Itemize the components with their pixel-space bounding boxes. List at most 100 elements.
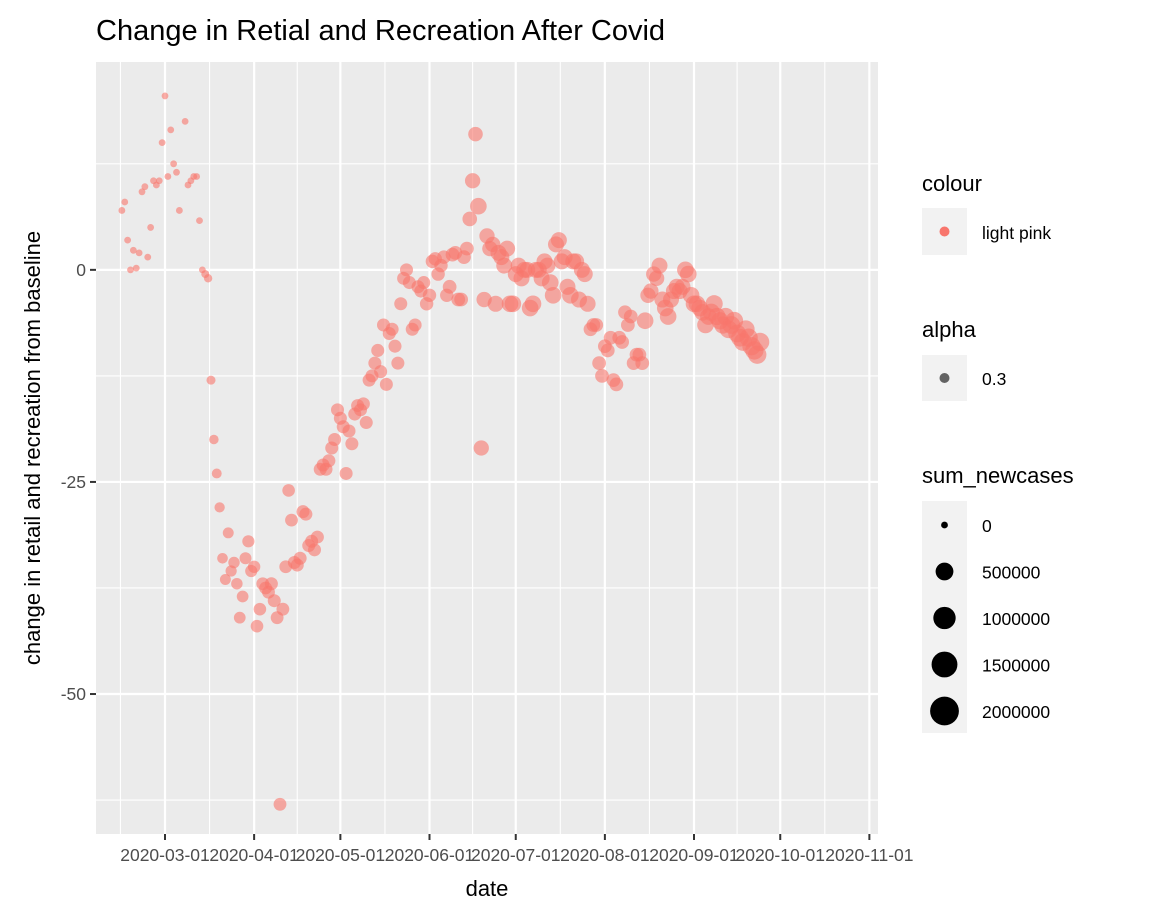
- data-point: [470, 197, 487, 215]
- data-point: [236, 590, 249, 603]
- data-point: [135, 249, 143, 257]
- chart-title: Change in Retial and Recreation After Co…: [96, 15, 665, 47]
- data-point: [385, 322, 399, 336]
- data-point: [339, 466, 353, 480]
- data-point: [609, 377, 624, 392]
- data-point: [550, 232, 567, 249]
- data-point: [342, 424, 356, 438]
- data-point: [623, 309, 638, 324]
- data-point: [217, 552, 228, 564]
- data-point: [541, 274, 559, 291]
- data-point: [374, 365, 388, 379]
- legend-title-alpha: alpha: [922, 317, 977, 342]
- data-point: [322, 454, 336, 468]
- data-point: [589, 318, 604, 332]
- x-tick-label: 2020-09-01: [649, 845, 739, 865]
- x-tick-label: 2020-06-01: [385, 845, 475, 865]
- data-point: [253, 602, 267, 616]
- x-tick-label: 2020-10-01: [735, 845, 825, 865]
- data-point: [167, 126, 175, 134]
- legend-title-colour: colour: [922, 171, 982, 196]
- data-point: [132, 264, 140, 272]
- data-point: [473, 440, 489, 456]
- y-tick-label: -50: [61, 684, 87, 704]
- data-point: [464, 173, 481, 189]
- data-point: [118, 207, 126, 214]
- data-point: [356, 397, 370, 411]
- data-point: [175, 207, 183, 214]
- data-point: [643, 283, 659, 299]
- x-tick-label: 2020-05-01: [296, 845, 386, 865]
- data-point: [273, 797, 287, 811]
- grid-lines: [96, 62, 878, 834]
- data-point: [196, 217, 203, 225]
- data-point: [524, 295, 542, 313]
- data-point: [242, 535, 255, 548]
- data-point: [203, 274, 213, 283]
- legend-label-size: 0: [982, 516, 992, 536]
- data-point: [155, 177, 163, 185]
- x-tick-label: 2020-11-01: [825, 845, 913, 865]
- data-point: [307, 543, 322, 557]
- data-point: [158, 139, 166, 146]
- data-point: [233, 611, 246, 624]
- y-tick-label: 0: [76, 260, 86, 280]
- data-point: [267, 594, 281, 608]
- data-point: [247, 560, 261, 573]
- data-point: [496, 257, 513, 274]
- legend-key-alpha: [939, 373, 950, 383]
- data-point: [379, 377, 393, 391]
- data-point: [454, 292, 469, 307]
- data-point: [211, 468, 222, 479]
- data-point: [679, 265, 697, 283]
- data-point: [417, 276, 431, 290]
- data-point: [635, 356, 650, 371]
- x-tick-label: 2020-07-01: [471, 845, 561, 865]
- data-point: [214, 502, 225, 513]
- data-point: [391, 356, 405, 370]
- data-point: [394, 297, 408, 311]
- y-tick-label: -25: [61, 472, 86, 492]
- data-point: [539, 257, 556, 274]
- data-point: [600, 343, 615, 358]
- y-axis-label: change in retail and recreation from bas…: [20, 231, 45, 665]
- data-point: [636, 312, 654, 330]
- data-point: [173, 168, 180, 176]
- data-point: [359, 416, 373, 430]
- legend-key-colour: [939, 226, 950, 237]
- data-point: [144, 253, 152, 261]
- data-point: [462, 211, 478, 227]
- data-point: [222, 527, 234, 539]
- data-point: [147, 224, 155, 231]
- data-point: [219, 574, 231, 585]
- y-axis: -50 -25 0: [61, 260, 96, 704]
- data-point: [239, 552, 252, 565]
- data-point: [648, 270, 665, 286]
- data-point: [161, 92, 169, 100]
- data-point: [282, 484, 295, 497]
- data-point: [468, 126, 483, 142]
- data-point: [299, 507, 313, 521]
- data-point: [138, 188, 146, 196]
- data-point: [442, 279, 457, 294]
- data-point: [651, 257, 668, 274]
- data-point: [170, 160, 178, 168]
- data-point: [579, 295, 596, 312]
- x-tick-label: 2020-03-01: [120, 845, 210, 865]
- data-point: [121, 198, 129, 206]
- x-axis-label: date: [466, 876, 509, 901]
- data-point: [345, 437, 359, 451]
- data-point: [285, 513, 298, 527]
- data-point: [592, 356, 607, 371]
- legend-key-size: [935, 562, 954, 581]
- data-point: [328, 433, 342, 447]
- data-point: [293, 551, 307, 565]
- data-point: [459, 241, 474, 256]
- data-point: [615, 335, 630, 349]
- legend-label-size: 1000000: [982, 609, 1050, 629]
- data-point: [544, 286, 562, 304]
- legend-key-size: [931, 651, 958, 678]
- data-point: [231, 578, 243, 590]
